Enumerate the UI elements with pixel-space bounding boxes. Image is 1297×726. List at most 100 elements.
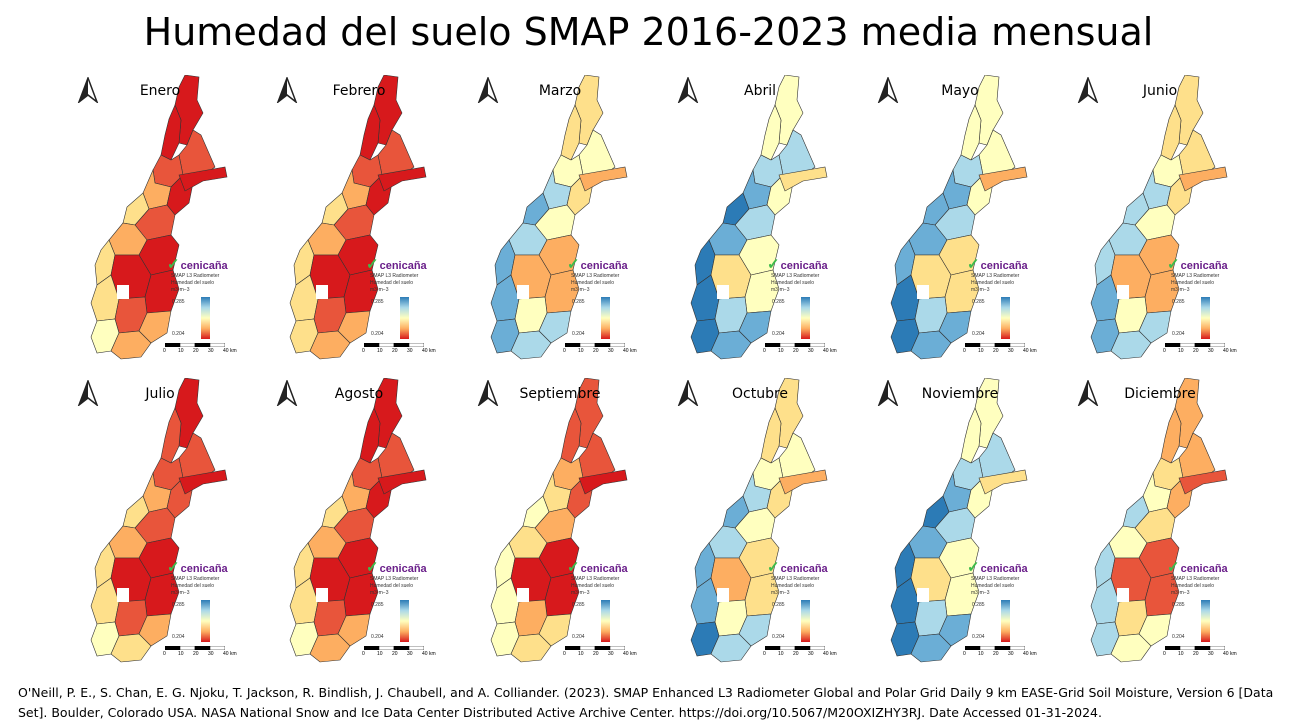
- legend-max-label: 0.285: [172, 299, 185, 305]
- municipality-region: [560, 407, 582, 464]
- check-icon: ✓: [767, 559, 780, 576]
- municipality-region: [337, 613, 371, 647]
- legend-title: SMAP L3 Radiometer Humedad del suelo m3·m−…: [771, 576, 820, 596]
- legend-max-label: 0.285: [772, 299, 785, 305]
- municipality-region: [960, 407, 982, 464]
- legend-min-label: 0.204: [371, 331, 384, 337]
- no-data-area: [117, 588, 129, 602]
- map-panel-enero: Enero ✓cenicaña SMAP L3 Radiometer Humedad …: [75, 75, 275, 365]
- municipality-region: [309, 633, 351, 663]
- legend-min-label: 0.204: [172, 634, 185, 640]
- municipality-region: [1178, 469, 1228, 495]
- municipality-region: [710, 633, 752, 663]
- month-label: Febrero: [332, 83, 386, 99]
- municipality-region: [510, 330, 552, 360]
- cenicana-logo: ✓cenicaña: [366, 559, 427, 576]
- legend-color-ramp: [801, 600, 810, 642]
- legend-min-label: 0.204: [371, 634, 384, 640]
- no-data-area: [917, 285, 929, 299]
- month-label: Junio: [1142, 83, 1178, 99]
- soil-moisture-map: [1090, 378, 1228, 663]
- map-panel-agosto: Agosto ✓cenicaña SMAP L3 Radiometer Humedad…: [274, 378, 474, 668]
- cenicana-logo: ✓cenicaña: [366, 256, 427, 273]
- municipality-region: [160, 407, 182, 464]
- check-icon: ✓: [967, 559, 980, 576]
- municipality-region: [910, 330, 952, 360]
- legend-max-label: 0.285: [371, 299, 384, 305]
- legend-title: SMAP L3 Radiometer Humedad del suelo m3·m−…: [971, 273, 1020, 293]
- cenicana-logo: ✓cenicaña: [967, 559, 1028, 576]
- check-icon: ✓: [1167, 256, 1180, 273]
- legend-min-label: 0.204: [1172, 331, 1185, 337]
- month-label: Abril: [744, 83, 776, 99]
- no-data-area: [1117, 285, 1129, 299]
- no-data-area: [517, 285, 529, 299]
- no-data-area: [717, 285, 729, 299]
- cenicana-logo: ✓cenicaña: [1167, 559, 1228, 576]
- municipality-region: [538, 310, 572, 344]
- legend-color-ramp: [1201, 297, 1210, 339]
- municipality-region: [377, 166, 427, 192]
- municipality-region: [1178, 166, 1228, 192]
- map-panel-junio: Junio ✓cenicaña SMAP L3 Radiometer Humedad …: [1075, 75, 1275, 365]
- soil-moisture-map: [690, 75, 828, 360]
- legend-min-label: 0.204: [972, 331, 985, 337]
- map-panel-noviembre: Noviembre ✓cenicaña SMAP L3 Radiometer Hume…: [875, 378, 1075, 668]
- no-data-area: [917, 588, 929, 602]
- cenicana-logo: ✓cenicaña: [567, 559, 628, 576]
- municipality-region: [1110, 633, 1152, 663]
- municipality-region: [110, 633, 152, 663]
- north-arrow-icon: [877, 77, 899, 103]
- month-label: Julio: [145, 386, 175, 402]
- legend-title: SMAP L3 Radiometer Humedad del suelo m3·m−…: [370, 576, 419, 596]
- municipality-region: [538, 613, 572, 647]
- check-icon: ✓: [767, 256, 780, 273]
- municipality-region: [978, 166, 1028, 192]
- soil-moisture-map: [289, 378, 427, 663]
- legend-title: SMAP L3 Radiometer Humedad del suelo m3·m−…: [971, 576, 1020, 596]
- soil-moisture-map: [490, 378, 628, 663]
- soil-moisture-map: [90, 378, 228, 663]
- legend-color-ramp: [601, 297, 610, 339]
- scale-bar: [565, 343, 625, 347]
- municipality-region: [160, 104, 182, 161]
- municipality-region: [710, 330, 752, 360]
- municipality-region: [910, 633, 952, 663]
- legend-title: SMAP L3 Radiometer Humedad del suelo m3·m−…: [171, 273, 220, 293]
- scale-bar: [765, 646, 825, 650]
- legend-color-ramp: [1201, 600, 1210, 642]
- legend-title: SMAP L3 Radiometer Humedad del suelo m3·m−…: [1171, 576, 1220, 596]
- north-arrow-icon: [77, 380, 99, 406]
- page-title: Humedad del suelo SMAP 2016-2023 media m…: [143, 10, 1154, 54]
- municipality-region: [778, 166, 828, 192]
- municipality-region: [110, 330, 152, 360]
- legend-min-label: 0.204: [172, 331, 185, 337]
- legend-max-label: 0.285: [772, 602, 785, 608]
- month-label: Septiembre: [519, 386, 601, 402]
- municipality-region: [738, 310, 772, 344]
- municipality-region: [178, 166, 228, 192]
- map-panel-abril: Abril ✓cenicaña SMAP L3 Radiometer Humedad …: [675, 75, 875, 365]
- no-data-area: [717, 588, 729, 602]
- legend-max-label: 0.285: [572, 299, 585, 305]
- scale-bar: [364, 343, 424, 347]
- map-panel-diciembre: Diciembre ✓cenicaña SMAP L3 Radiometer Hume…: [1075, 378, 1275, 668]
- soil-moisture-map: [90, 75, 228, 360]
- legend-title: SMAP L3 Radiometer Humedad del suelo m3·m−…: [771, 273, 820, 293]
- municipality-region: [760, 104, 782, 161]
- legend-title: SMAP L3 Radiometer Humedad del suelo m3·m−…: [571, 576, 620, 596]
- north-arrow-icon: [1077, 77, 1099, 103]
- no-data-area: [117, 285, 129, 299]
- municipality-region: [978, 469, 1028, 495]
- municipality-region: [359, 407, 381, 464]
- municipality-region: [377, 469, 427, 495]
- check-icon: ✓: [967, 256, 980, 273]
- soil-moisture-map: [890, 378, 1028, 663]
- month-label: Agosto: [334, 386, 384, 402]
- municipality-region: [1110, 330, 1152, 360]
- legend-color-ramp: [601, 600, 610, 642]
- scale-bar: [165, 343, 225, 347]
- scale-bar: [565, 646, 625, 650]
- municipality-region: [309, 330, 351, 360]
- check-icon: ✓: [366, 256, 379, 273]
